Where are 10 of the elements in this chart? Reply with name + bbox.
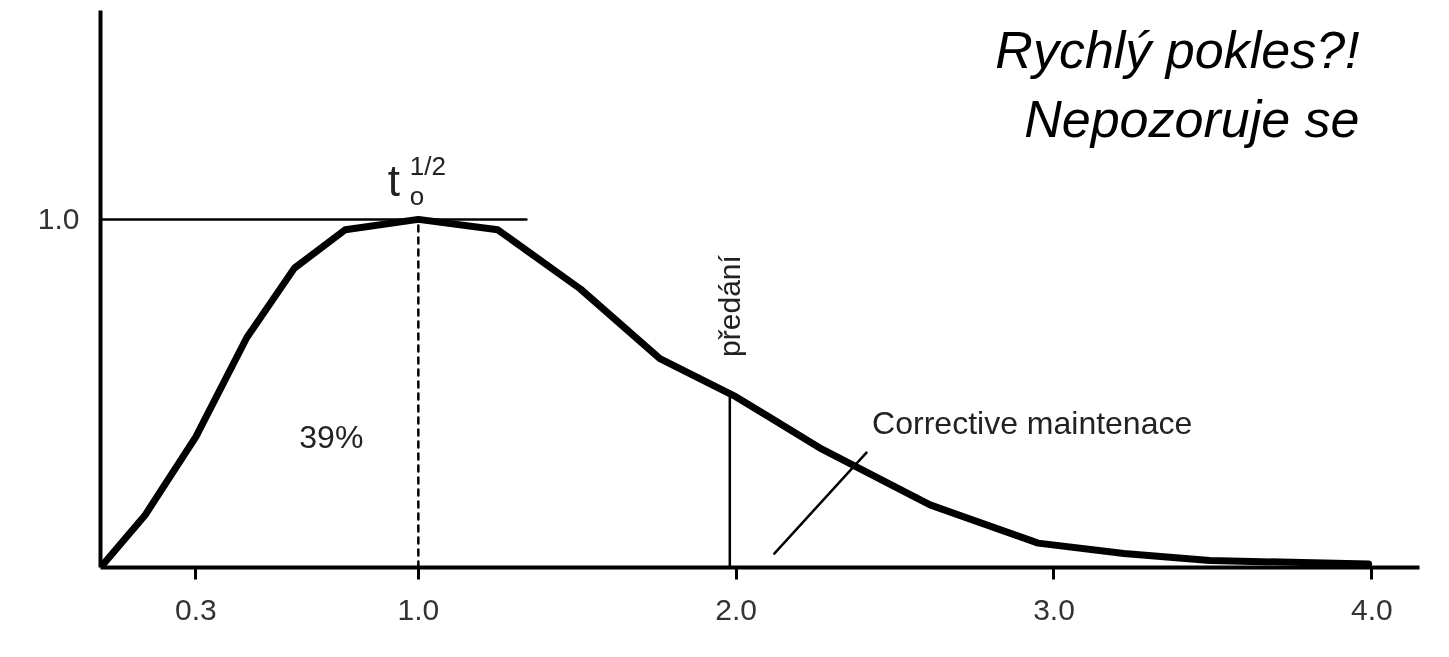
x-tick-label: 2.0 [715, 592, 758, 626]
annotation: předání [713, 254, 747, 357]
chart-title: Rychlý pokles?! Nepozoruje se [995, 20, 1360, 149]
x-tick-label: 3.0 [1033, 592, 1075, 626]
text: 1.0 [37, 202, 80, 236]
x-tick-label: 4.0 [1350, 592, 1393, 626]
annotation: Corrective maintenace [872, 404, 1193, 441]
x-tick-label: 1.0 [397, 592, 440, 626]
x-tick-label: 0.3 [175, 592, 217, 626]
annotation: 39% [299, 418, 364, 455]
